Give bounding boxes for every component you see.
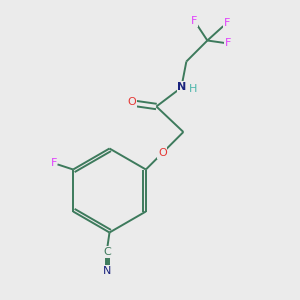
Text: F: F	[224, 18, 230, 28]
Text: O: O	[158, 148, 167, 158]
Text: F: F	[225, 38, 231, 49]
Text: N: N	[103, 266, 111, 276]
Text: N: N	[177, 82, 187, 92]
Text: H: H	[189, 84, 197, 94]
Text: C: C	[103, 247, 111, 257]
Text: F: F	[191, 16, 197, 26]
Text: F: F	[50, 158, 57, 168]
Text: O: O	[128, 97, 136, 107]
